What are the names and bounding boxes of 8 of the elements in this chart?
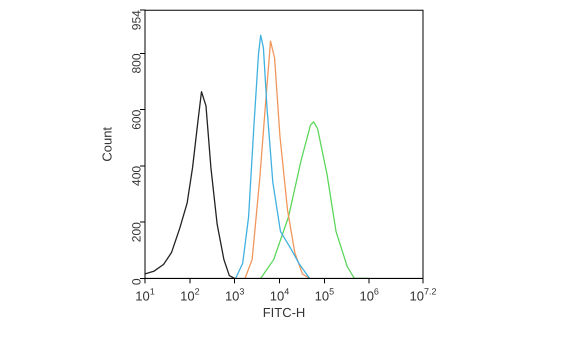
y-tick-label: 800 — [129, 53, 144, 74]
y-tick-label: 954 — [129, 10, 144, 30]
y-tick-label: 400 — [129, 166, 144, 186]
y-tick-label: 600 — [129, 109, 144, 130]
x-axis-title: FITC-H — [262, 304, 306, 320]
y-tick-label: 200 — [129, 222, 144, 242]
y-axis-title: Count — [99, 126, 114, 162]
y-tick-label: 0 — [129, 278, 144, 286]
